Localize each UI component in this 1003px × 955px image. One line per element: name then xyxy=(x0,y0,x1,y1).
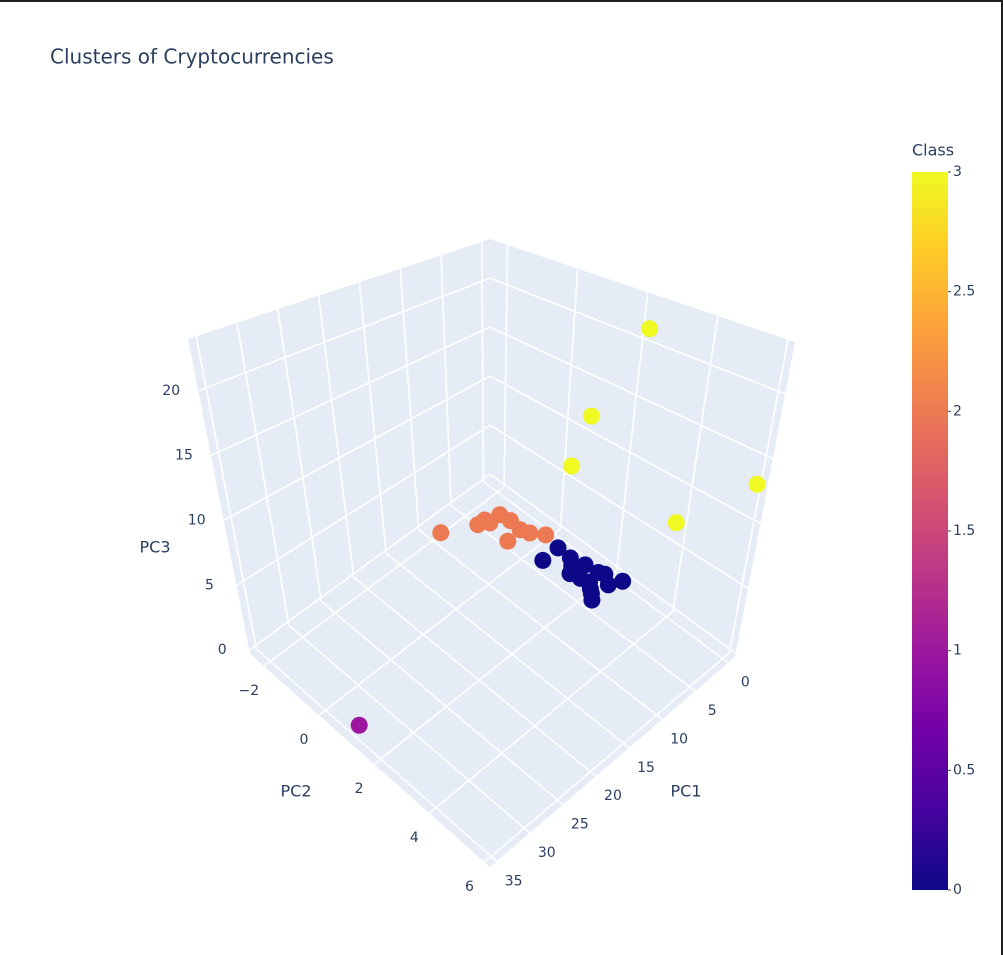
grid-line xyxy=(255,648,498,862)
x-tick-label: 15 xyxy=(637,760,655,776)
point xyxy=(576,556,594,574)
grid-line xyxy=(320,600,564,806)
point xyxy=(748,475,766,493)
grid-line xyxy=(483,652,730,863)
grid-line xyxy=(248,473,491,651)
z-tick-label: 10 xyxy=(188,512,206,528)
point xyxy=(481,514,499,532)
grid-line xyxy=(489,424,749,589)
grid-line xyxy=(489,277,786,395)
colorbar-tick-label: 2.5 xyxy=(953,284,975,300)
grid-line xyxy=(197,277,491,392)
grid-line xyxy=(418,528,663,721)
point xyxy=(350,716,368,734)
colorbar-title: Class xyxy=(912,141,954,160)
x-tick-label: 10 xyxy=(670,731,688,747)
point xyxy=(614,572,632,590)
colorbar-tick-label: 1.5 xyxy=(953,523,975,539)
floor-plane xyxy=(250,477,735,867)
z-axis-title: PC3 xyxy=(140,538,171,557)
point xyxy=(521,524,539,542)
point xyxy=(641,320,659,338)
point xyxy=(582,585,600,603)
point xyxy=(667,514,685,532)
x-axis-title: PC1 xyxy=(671,782,702,801)
point xyxy=(432,524,450,542)
point xyxy=(582,407,600,425)
z-tick-label: 5 xyxy=(205,577,214,593)
grid-line xyxy=(353,576,597,777)
grid-line xyxy=(428,610,674,814)
grid-line xyxy=(450,505,696,692)
point xyxy=(563,457,581,475)
grid-line xyxy=(489,375,761,525)
x-tick-label: 35 xyxy=(505,873,523,889)
x-tick-label: 20 xyxy=(604,788,622,804)
grid-line xyxy=(263,486,505,667)
z-tick-label: 20 xyxy=(162,383,180,399)
z-tick-label: 15 xyxy=(175,448,193,464)
grid-line xyxy=(489,473,737,654)
grid-line xyxy=(236,424,491,586)
x-tick-label: 25 xyxy=(571,817,589,833)
grid-line xyxy=(385,552,630,749)
y-axis-title: PC2 xyxy=(281,782,312,801)
point xyxy=(537,526,555,544)
y-tick-label: 6 xyxy=(465,879,474,895)
y-tick-label: −2 xyxy=(238,683,259,699)
point xyxy=(563,557,581,575)
x-tick-label: 0 xyxy=(741,675,750,691)
colorbar xyxy=(912,172,948,890)
colorbar-tick-label: 1 xyxy=(953,643,962,659)
colorbar-tick-label: 2 xyxy=(953,403,962,419)
grid-line xyxy=(288,624,531,834)
point xyxy=(549,539,567,557)
chart-title: Clusters of Cryptocurrencies xyxy=(50,45,334,69)
grid-line xyxy=(210,326,491,457)
grid-line xyxy=(489,326,774,460)
z-tick-label: 0 xyxy=(218,642,227,658)
x-tick-label: 5 xyxy=(708,703,717,719)
left-wall xyxy=(188,239,490,654)
point xyxy=(499,532,517,550)
y-tick-label: 0 xyxy=(300,732,309,748)
x-tick-label: 30 xyxy=(538,845,556,861)
point xyxy=(596,565,614,583)
y-tick-label: 2 xyxy=(355,781,364,797)
colorbar-tick-label: 0 xyxy=(953,882,962,898)
colorbar-tick-label: 3 xyxy=(953,164,962,180)
colorbar-tick-label: 0.5 xyxy=(953,762,975,778)
right-wall xyxy=(490,239,795,657)
grid-line xyxy=(373,569,618,765)
grid-line xyxy=(318,528,561,716)
y-tick-label: 4 xyxy=(410,830,419,846)
point xyxy=(534,551,552,569)
grid-line xyxy=(223,375,491,522)
